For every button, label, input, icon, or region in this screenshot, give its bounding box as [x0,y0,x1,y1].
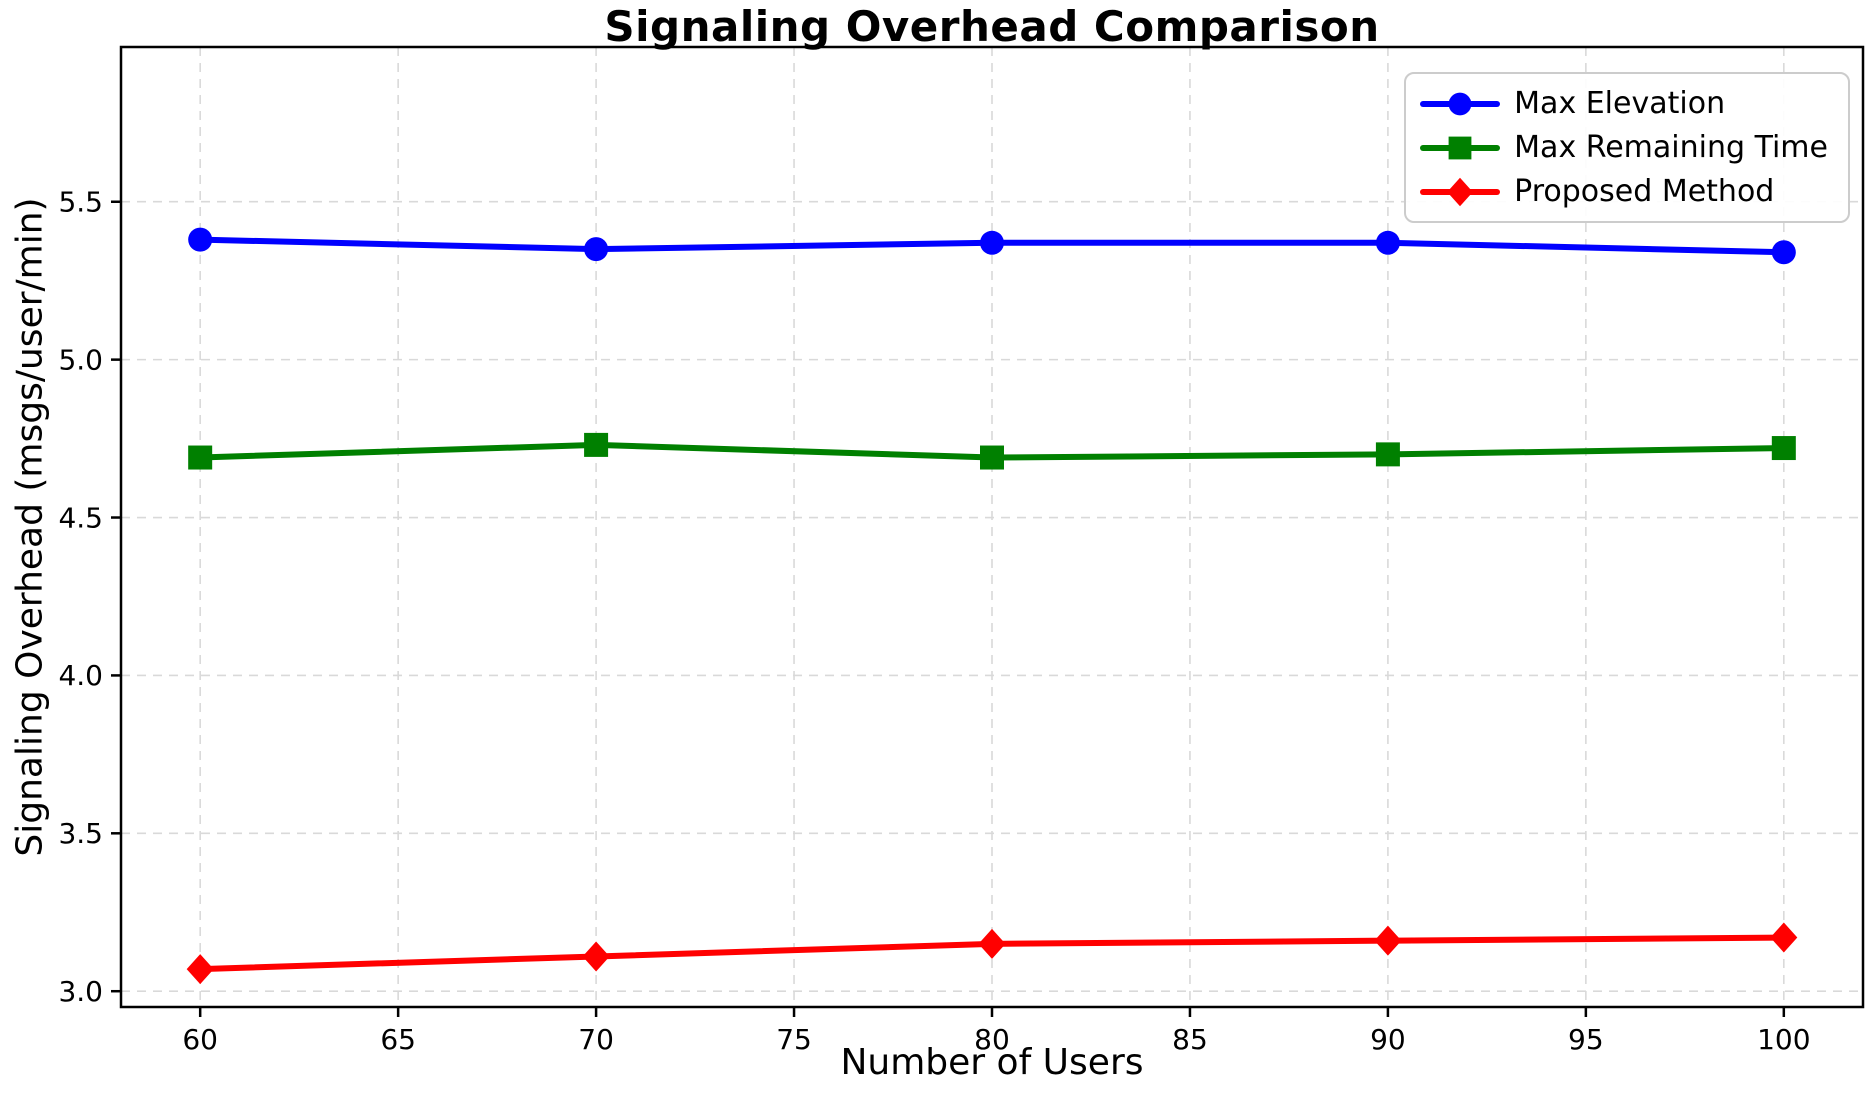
x-tick-label: 70 [578,1023,614,1056]
data-point-marker [1375,442,1400,467]
x-tick-label: 80 [974,1023,1010,1056]
legend: Max Elevation Max Remaining Time Propose… [1404,72,1850,223]
legend-item-max-elevation: Max Elevation [1420,86,1828,121]
data-point-marker [980,230,1004,255]
legend-item-proposed-method: Proposed Method [1420,174,1828,209]
axis-layer [111,45,1865,1017]
data-point-marker [584,432,609,457]
legend-swatch-circle-icon [1420,92,1501,115]
y-tick-label: 3.5 [58,817,103,850]
y-tick-label: 3.0 [58,975,103,1008]
data-point-marker [582,941,610,972]
y-tick-label: 5.5 [58,186,103,219]
y-tick-label: 5.0 [58,343,103,376]
y-tick-label: 4.0 [58,659,103,692]
x-tick-label: 95 [1568,1023,1604,1056]
data-point-marker [1448,92,1472,115]
x-axis-label: Number of Users [840,1042,1144,1083]
x-tick-label: 85 [1172,1023,1208,1056]
legend-item-max-remaining-time: Max Remaining Time [1420,130,1828,165]
legend-label: Max Remaining Time [1514,130,1828,165]
chart-title: Signaling Overhead Comparison [604,2,1380,51]
plot-border [119,45,1865,1009]
x-tick-label: 100 [1757,1023,1810,1056]
legend-label: Max Elevation [1514,86,1726,121]
data-point-marker [188,227,213,252]
series-layer [186,227,1798,985]
data-point-marker [1375,230,1400,255]
data-point-marker [1448,136,1472,159]
series-max-remaining-time [188,432,1796,470]
data-point-marker [186,954,214,985]
data-point-marker [584,237,609,262]
series-proposed-method [186,922,1798,985]
data-point-marker [1770,922,1798,953]
legend-label: Proposed Method [1514,174,1775,209]
data-point-marker [978,928,1006,959]
data-point-marker [1374,925,1402,956]
data-point-marker [1447,177,1473,206]
legend-swatch-square-icon [1420,136,1501,159]
data-point-marker [188,445,213,470]
tick-label-layer: 60 65 70 75 80 85 90 95 100 3.0 3.5 4.0 4.5 5.0 5.5 [58,186,1810,1056]
data-point-marker [980,445,1004,470]
x-tick-label: 75 [776,1023,812,1056]
x-tick-label: 90 [1370,1023,1406,1056]
y-axis-label: Signaling Overhead (msgs/user/min) [9,197,51,857]
data-point-marker [1771,436,1796,461]
x-tick-label: 60 [182,1023,218,1056]
data-point-marker [1771,240,1796,265]
legend-swatch-diamond-icon [1420,177,1501,206]
series-max-elevation [188,227,1796,265]
x-tick-label: 65 [380,1023,416,1056]
y-tick-label: 4.5 [58,501,103,534]
